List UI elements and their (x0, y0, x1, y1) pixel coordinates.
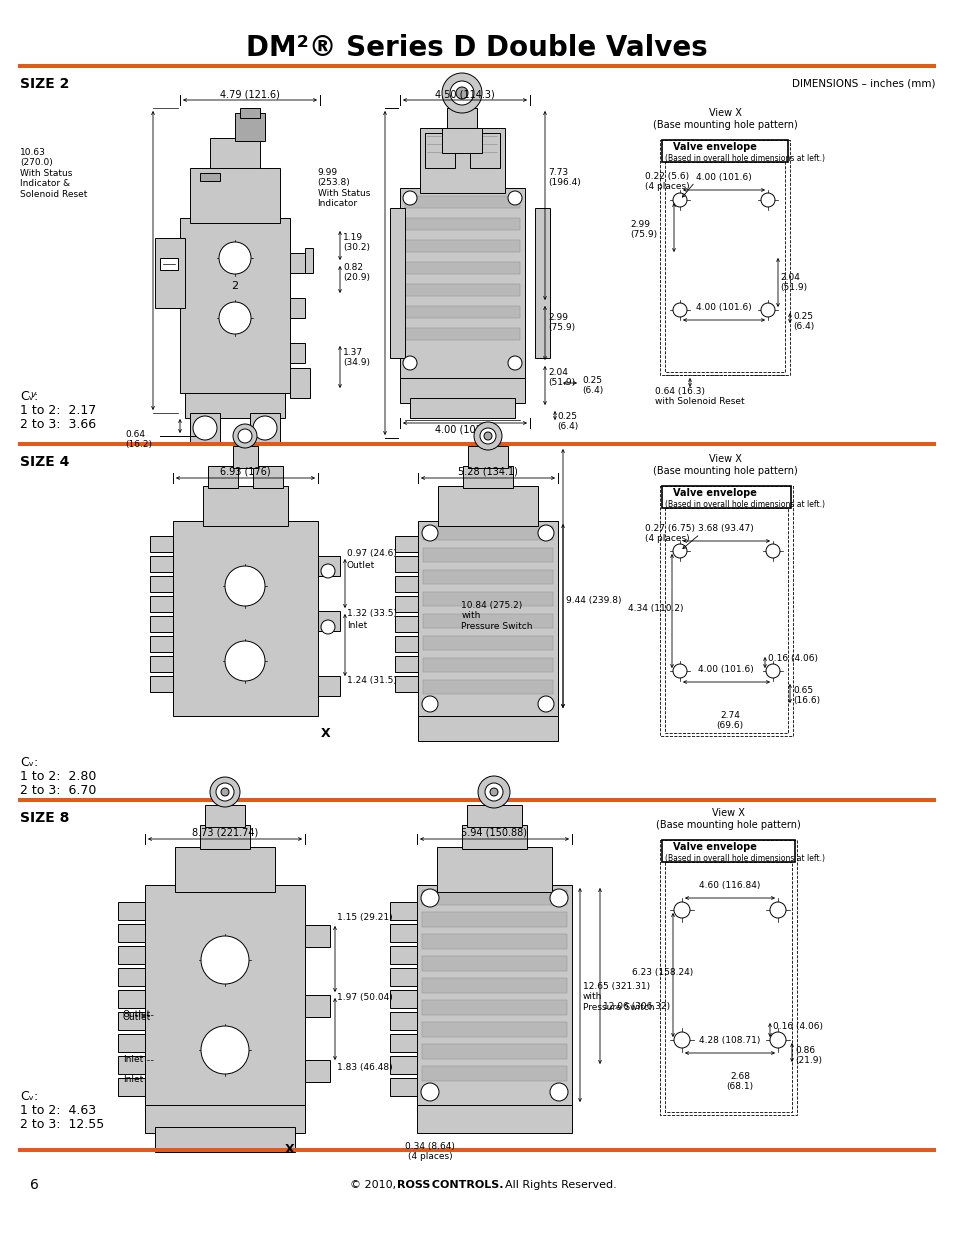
Bar (118, 924, 150, 942)
Bar (150, 676, 178, 692)
Bar (421, 890, 566, 905)
Bar (290, 253, 305, 273)
Bar (422, 658, 553, 672)
Bar (422, 548, 553, 562)
Text: Cᵥ:: Cᵥ: (20, 756, 38, 769)
Text: 0.27 (6.75)
(4 places): 0.27 (6.75) (4 places) (644, 524, 695, 543)
Circle shape (507, 356, 521, 370)
Bar (118, 1011, 150, 1030)
Bar (447, 107, 476, 133)
Text: DIMENSIONS – inches (mm): DIMENSIONS – inches (mm) (792, 78, 935, 88)
Circle shape (484, 783, 502, 802)
Text: Inlet: Inlet (347, 621, 367, 630)
Text: 0.25
(6.4): 0.25 (6.4) (792, 312, 814, 331)
Text: 2.74
(69.6): 2.74 (69.6) (716, 711, 742, 730)
Circle shape (760, 303, 774, 317)
Text: 7.73
(196.4): 7.73 (196.4) (547, 168, 580, 188)
Bar (190, 412, 220, 443)
Circle shape (421, 525, 437, 541)
Text: 0.34 (8.64)
(4 places): 0.34 (8.64) (4 places) (405, 1142, 455, 1161)
Bar (659, 140, 789, 375)
Bar (664, 862, 791, 1112)
Text: Cᵥ:: Cᵥ: (20, 1091, 38, 1103)
Bar (422, 526, 553, 540)
Bar (421, 1000, 566, 1015)
Bar (18, 64, 935, 68)
Text: 12.06 (306.32): 12.06 (306.32) (602, 1002, 669, 1011)
Circle shape (672, 543, 686, 558)
Text: 12.65 (321.31)
with
Pressure Switch: 12.65 (321.31) with Pressure Switch (582, 982, 654, 1011)
Bar (405, 196, 519, 207)
Circle shape (760, 193, 774, 207)
Circle shape (320, 564, 335, 578)
Circle shape (441, 73, 481, 112)
Bar (436, 847, 552, 892)
Bar (468, 446, 507, 468)
Bar (172, 521, 317, 716)
Text: SIZE 2: SIZE 2 (20, 77, 70, 91)
Text: 5.94 (150.88): 5.94 (150.88) (460, 827, 526, 839)
Text: 4.00 (101.6): 4.00 (101.6) (435, 424, 495, 433)
Text: 1 to 2:  2.80: 1 to 2: 2.80 (20, 769, 96, 783)
Text: 0.16 (4.06): 0.16 (4.06) (767, 655, 817, 663)
Bar (390, 207, 405, 358)
Circle shape (193, 416, 216, 440)
Bar (395, 676, 422, 692)
Bar (424, 133, 455, 168)
Bar (661, 840, 794, 862)
Text: (Based in overall hole dimensions at left.): (Based in overall hole dimensions at lef… (664, 154, 824, 163)
Circle shape (769, 1032, 785, 1049)
Circle shape (673, 902, 689, 918)
Text: 1.37
(34.9): 1.37 (34.9) (343, 348, 370, 367)
Bar (405, 240, 519, 252)
Text: 8.73 (221.74): 8.73 (221.74) (192, 827, 258, 839)
Bar (150, 576, 178, 592)
Circle shape (221, 788, 229, 797)
Bar (417, 521, 558, 716)
Text: 9.44 (239.8): 9.44 (239.8) (565, 597, 620, 605)
Text: 0.82
(20.9): 0.82 (20.9) (343, 263, 370, 283)
Text: 1 to 2:  2.17: 1 to 2: 2.17 (20, 404, 96, 417)
Text: Outlet: Outlet (123, 1013, 152, 1023)
Text: 3.68 (93.47): 3.68 (93.47) (698, 524, 753, 534)
Bar (145, 885, 305, 1105)
Text: Inlet: Inlet (123, 1074, 143, 1084)
Text: 0.25
(6.4): 0.25 (6.4) (557, 412, 578, 431)
Bar (118, 946, 150, 965)
Text: Valve envelope: Valve envelope (672, 142, 756, 152)
Circle shape (550, 889, 567, 906)
Bar (200, 168, 270, 224)
Text: 2.04
(51.9): 2.04 (51.9) (547, 368, 575, 388)
Bar (390, 1011, 421, 1030)
Text: Inlet: Inlet (123, 1056, 143, 1065)
Text: View X
(Base mounting hole pattern): View X (Base mounting hole pattern) (652, 454, 797, 475)
Circle shape (483, 432, 492, 440)
Bar (405, 284, 519, 296)
Text: 2.68
(68.1): 2.68 (68.1) (725, 1072, 753, 1092)
Text: 1.24 (31.5): 1.24 (31.5) (347, 676, 396, 685)
Bar (661, 487, 790, 508)
Bar (421, 1023, 566, 1037)
Circle shape (219, 242, 251, 274)
Bar (305, 248, 313, 273)
Circle shape (402, 356, 416, 370)
Text: Outlet: Outlet (347, 561, 375, 571)
Circle shape (253, 416, 276, 440)
Circle shape (210, 777, 240, 806)
Text: 1.19
(30.2): 1.19 (30.2) (343, 233, 370, 252)
Text: 4.00 (101.6): 4.00 (101.6) (696, 173, 751, 182)
Text: 0.65
(16.6): 0.65 (16.6) (792, 685, 820, 705)
Text: 2 to 3:  6.70: 2 to 3: 6.70 (20, 784, 96, 797)
Bar (317, 611, 339, 631)
Bar (399, 188, 524, 378)
Bar (253, 466, 283, 488)
Bar (470, 133, 499, 168)
Bar (422, 614, 553, 629)
Text: 4.79 (121.6): 4.79 (121.6) (220, 89, 279, 99)
Text: 0.64 (16.3)
with Solenoid Reset: 0.64 (16.3) with Solenoid Reset (655, 387, 744, 406)
Text: © 2010,: © 2010, (350, 1179, 403, 1191)
Text: 1 to 2:  4.63: 1 to 2: 4.63 (20, 1104, 96, 1116)
Bar (437, 487, 537, 526)
Bar (661, 140, 787, 162)
Bar (405, 329, 519, 340)
